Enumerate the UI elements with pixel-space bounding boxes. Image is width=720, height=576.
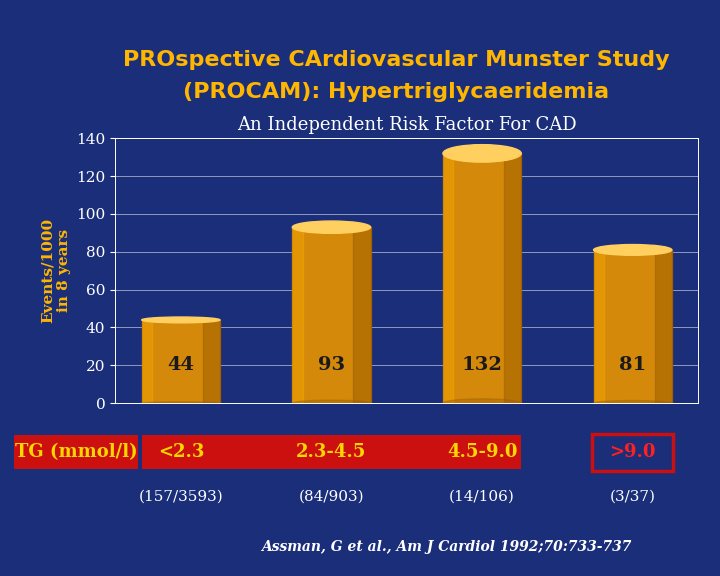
- Text: 4.5-9.0: 4.5-9.0: [447, 443, 518, 461]
- Text: Assman, G et al., Am J Cardiol 1992;70:733-737: Assman, G et al., Am J Cardiol 1992;70:7…: [261, 540, 631, 554]
- Text: (84/903): (84/903): [299, 490, 364, 504]
- Bar: [443, 153, 521, 403]
- Bar: [292, 227, 371, 403]
- Text: 93: 93: [318, 357, 345, 374]
- Bar: [593, 250, 604, 403]
- Bar: [443, 153, 453, 403]
- Text: TG (mmol/l): TG (mmol/l): [15, 443, 138, 461]
- Text: >9.0: >9.0: [609, 443, 656, 461]
- Bar: [354, 227, 371, 403]
- Text: (PROCAM): Hypertriglycaeridemia: (PROCAM): Hypertriglycaeridemia: [183, 82, 609, 102]
- Bar: [142, 320, 152, 403]
- Y-axis label: Events/1000
in 8 years: Events/1000 in 8 years: [40, 218, 71, 323]
- Ellipse shape: [142, 401, 220, 405]
- Ellipse shape: [292, 400, 371, 406]
- Ellipse shape: [593, 400, 672, 406]
- Bar: [203, 320, 220, 403]
- Ellipse shape: [443, 145, 521, 162]
- Text: 2.3-4.5: 2.3-4.5: [297, 443, 366, 461]
- Text: (3/37): (3/37): [610, 490, 656, 504]
- Ellipse shape: [443, 399, 521, 408]
- Text: 44: 44: [167, 357, 194, 374]
- Text: 132: 132: [462, 357, 503, 374]
- Title: An Independent Risk Factor For CAD: An Independent Risk Factor For CAD: [237, 116, 577, 134]
- Text: 81: 81: [619, 357, 647, 374]
- Ellipse shape: [292, 221, 371, 233]
- Text: PROspective CArdiovascular Munster Study: PROspective CArdiovascular Munster Study: [122, 51, 670, 70]
- Ellipse shape: [593, 245, 672, 255]
- Bar: [654, 250, 672, 403]
- Text: <2.3: <2.3: [158, 443, 204, 461]
- Text: (157/3593): (157/3593): [138, 490, 223, 504]
- Text: (14/106): (14/106): [449, 490, 515, 504]
- Bar: [142, 320, 220, 403]
- Bar: [504, 153, 521, 403]
- Ellipse shape: [142, 317, 220, 323]
- Bar: [292, 227, 302, 403]
- Bar: [593, 250, 672, 403]
